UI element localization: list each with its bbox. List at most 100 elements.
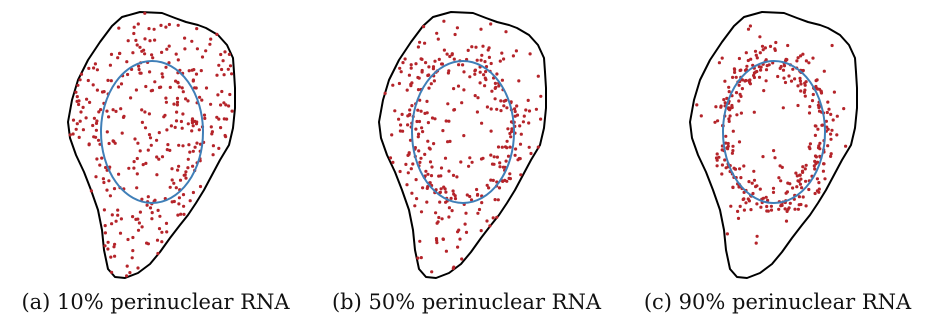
rna-dot <box>476 211 480 215</box>
rna-dot <box>406 123 410 127</box>
rna-dot <box>148 70 152 74</box>
rna-dot <box>429 174 434 178</box>
rna-dot <box>416 256 420 260</box>
rna-dot <box>514 49 518 53</box>
rna-dot <box>493 81 497 85</box>
rna-dot <box>735 113 739 117</box>
rna-dot <box>463 222 467 226</box>
rna-dot <box>89 189 93 193</box>
rna-dot <box>126 39 130 43</box>
rna-dot <box>75 122 79 126</box>
rna-dot <box>483 84 487 88</box>
rna-dot <box>439 166 444 170</box>
rna-dot <box>804 179 808 183</box>
rna-dot <box>136 228 141 232</box>
rna-dot <box>150 53 154 57</box>
rna-dot <box>781 106 785 110</box>
rna-dot <box>755 234 759 238</box>
rna-dot <box>406 153 410 157</box>
rna-dot <box>738 92 742 96</box>
rna-dot <box>816 127 820 131</box>
rna-dot <box>491 216 495 220</box>
rna-dot <box>131 235 135 240</box>
rna-dot <box>135 186 139 190</box>
rna-dot <box>204 86 209 90</box>
rna-dot <box>749 57 753 61</box>
rna-dot <box>765 204 769 209</box>
rna-dot <box>758 51 762 55</box>
rna-dot <box>736 216 741 220</box>
rna-dot <box>130 67 134 71</box>
rna-dot <box>95 119 99 123</box>
rna-dot <box>724 141 728 145</box>
rna-dot <box>461 63 465 67</box>
rna-dot <box>695 103 699 107</box>
rna-dot <box>114 219 118 223</box>
rna-dot <box>184 170 188 174</box>
rna-dot <box>782 64 787 68</box>
caption-c: (c) 90% perinuclear RNA <box>622 290 933 314</box>
rna-dot <box>536 74 540 78</box>
rna-dot <box>502 57 506 61</box>
rna-dot <box>500 145 504 149</box>
rna-dot <box>419 256 423 260</box>
rna-dot <box>132 25 136 29</box>
rna-dot <box>176 23 180 27</box>
rna-dot <box>190 39 194 43</box>
rna-dot <box>410 191 414 195</box>
rna-dot <box>803 88 807 92</box>
rna-dot <box>769 208 774 212</box>
rna-dot <box>132 31 136 36</box>
rna-dot <box>113 254 117 258</box>
rna-dot <box>733 70 737 74</box>
rna-dot <box>424 169 428 173</box>
rna-dot <box>180 126 184 130</box>
rna-dot <box>413 204 417 208</box>
rna-dot <box>107 115 111 119</box>
rna-dot <box>191 124 195 128</box>
rna-dot <box>79 72 84 76</box>
rna-dot <box>79 110 83 114</box>
rna-dot <box>170 178 174 182</box>
rna-dot <box>730 151 734 155</box>
rna-dot <box>752 178 757 182</box>
rna-dot <box>780 203 784 207</box>
rna-dot <box>416 135 420 139</box>
rna-dot <box>125 60 129 64</box>
rna-dot <box>749 208 753 212</box>
rna-dot <box>95 68 99 72</box>
rna-dot <box>475 58 479 62</box>
rna-dot <box>831 118 835 122</box>
rna-dot <box>717 61 721 65</box>
rna-dot <box>504 30 508 34</box>
rna-dot <box>107 179 111 183</box>
rna-dot <box>441 129 445 133</box>
rna-dot <box>103 244 107 248</box>
rna-dot <box>106 247 110 251</box>
rna-dot <box>177 85 181 89</box>
rna-dot <box>428 160 433 164</box>
rna-dot <box>726 144 730 148</box>
rna-dot <box>138 210 142 214</box>
rna-dot <box>411 162 415 166</box>
rna-dot <box>77 102 81 107</box>
rna-dot <box>451 189 455 193</box>
rna-dot <box>717 155 721 159</box>
rna-dot <box>453 197 458 201</box>
rna-dot <box>495 215 499 219</box>
rna-dot <box>425 186 429 190</box>
rna-dot <box>92 116 96 120</box>
rna-dot <box>95 88 99 92</box>
rna-dot <box>153 80 157 84</box>
rna-dot <box>505 146 509 150</box>
rna-dot <box>813 124 817 128</box>
rna-dot <box>399 70 403 74</box>
rna-dot <box>731 129 735 133</box>
rna-dots <box>383 19 543 274</box>
rna-dot <box>517 79 521 83</box>
caption-c-label: (c) <box>643 290 672 314</box>
rna-dot <box>480 201 484 205</box>
rna-dot <box>116 85 120 89</box>
rna-dot <box>416 108 420 112</box>
rna-dot <box>209 102 213 106</box>
